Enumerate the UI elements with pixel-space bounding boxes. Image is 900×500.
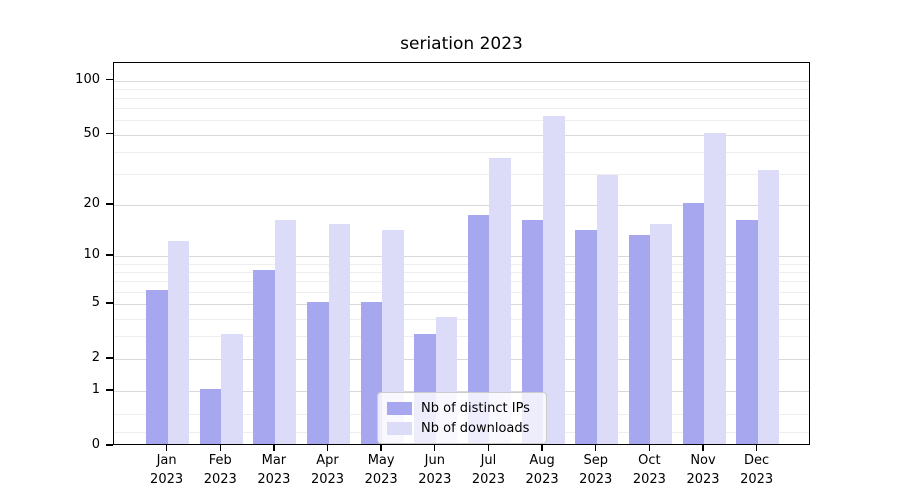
bar-downloads (382, 229, 404, 444)
bar-distinct-ips (521, 219, 544, 444)
legend-swatch-ips (387, 401, 412, 415)
bar-downloads (489, 158, 511, 444)
y-tick-label: 0 (91, 437, 100, 452)
bar-distinct-ips (682, 202, 704, 444)
bar-downloads (543, 115, 565, 444)
x-tick-mark (755, 445, 758, 451)
bar-downloads (650, 224, 672, 444)
bar-downloads (757, 169, 780, 444)
y-tick-mark (106, 132, 113, 135)
y-tick-label: 1 (91, 382, 100, 398)
x-tick-label: Nov 2023 (686, 453, 720, 487)
gridline-minor (114, 97, 809, 99)
y-tick-label: 50 (83, 125, 100, 141)
x-tick-mark (326, 445, 329, 451)
bar-distinct-ips (360, 302, 383, 444)
bar-downloads (704, 132, 726, 444)
y-tick-mark (106, 357, 113, 359)
x-tick-mark (273, 445, 275, 451)
gridline-major (114, 80, 809, 82)
y-tick-mark (106, 203, 113, 205)
gridline-major (114, 134, 809, 136)
gridline-minor (114, 291, 809, 293)
gridline-minor (114, 174, 809, 176)
x-tick-mark (219, 445, 221, 451)
x-tick-label: Apr 2023 (310, 453, 345, 487)
x-tick-mark (487, 445, 490, 451)
x-tick-label: Sep 2023 (579, 453, 613, 487)
legend-swatch-downloads (387, 421, 412, 435)
bar-distinct-ips (146, 289, 168, 444)
x-tick-mark (595, 445, 597, 451)
legend-item-downloads: Nb of downloads (387, 418, 537, 438)
gridline-minor (114, 88, 809, 90)
gridline-minor (114, 263, 809, 265)
bar-distinct-ips (628, 235, 651, 444)
x-tick-mark (702, 445, 704, 451)
x-tick-mark (434, 445, 436, 451)
x-tick-label: Aug 2023 (525, 453, 559, 487)
legend-label-downloads: Nb of downloads (421, 420, 530, 436)
gridline-minor (114, 281, 809, 283)
bar-distinct-ips (253, 270, 275, 444)
gridline-major (114, 358, 809, 360)
gridline-major (114, 391, 809, 393)
bar-downloads (274, 219, 297, 444)
x-tick-label: May 2023 (364, 453, 398, 487)
x-tick-label: Dec 2023 (740, 453, 774, 487)
y-tick-mark (106, 254, 113, 256)
y-tick-mark (106, 302, 113, 304)
gridline-minor (114, 336, 809, 338)
y-tick-mark (106, 78, 113, 81)
bar-distinct-ips (307, 302, 329, 444)
y-tick-mark (106, 444, 113, 446)
bar-downloads (167, 240, 190, 444)
x-tick-mark (380, 445, 382, 451)
bar-downloads (596, 174, 619, 444)
x-tick-mark (165, 445, 168, 451)
gridline-major (114, 204, 809, 206)
bar-distinct-ips (199, 389, 222, 444)
x-tick-label: Jan 2023 (150, 453, 184, 487)
x-tick-label: Mar 2023 (257, 453, 291, 487)
bar-downloads (328, 224, 351, 444)
legend: Nb of distinct IPs Nb of downloads (377, 392, 547, 444)
bar-distinct-ips (467, 215, 490, 444)
x-tick-label: Oct 2023 (632, 453, 666, 487)
x-tick-mark (541, 445, 543, 451)
gridline-minor (114, 120, 809, 122)
gridline-minor (114, 108, 809, 110)
bar-downloads (221, 334, 243, 444)
legend-item-ips: Nb of distinct IPs (387, 398, 537, 418)
legend-label-ips: Nb of distinct IPs (421, 400, 530, 416)
y-tick-label: 100 (75, 71, 100, 87)
x-tick-mark (648, 445, 651, 451)
plot-area (113, 62, 810, 445)
y-tick-label: 5 (91, 295, 100, 311)
y-tick-label: 2 (91, 349, 100, 365)
bar-distinct-ips (575, 229, 597, 444)
bar-distinct-ips (736, 219, 758, 444)
gridline-major (114, 304, 809, 306)
x-tick-label: Jul 2023 (471, 453, 505, 487)
gridline-minor (114, 151, 809, 153)
chart-title: seriation 2023 (400, 34, 523, 54)
y-tick-label: 20 (83, 195, 100, 211)
y-tick-label: 10 (83, 247, 100, 263)
x-tick-label: Feb 2023 (203, 453, 237, 487)
gridline-minor (114, 271, 809, 273)
x-tick-label: Jun 2023 (418, 453, 452, 487)
gridline-major (114, 256, 809, 258)
gridline-minor (114, 318, 809, 320)
y-tick-mark (106, 389, 113, 391)
